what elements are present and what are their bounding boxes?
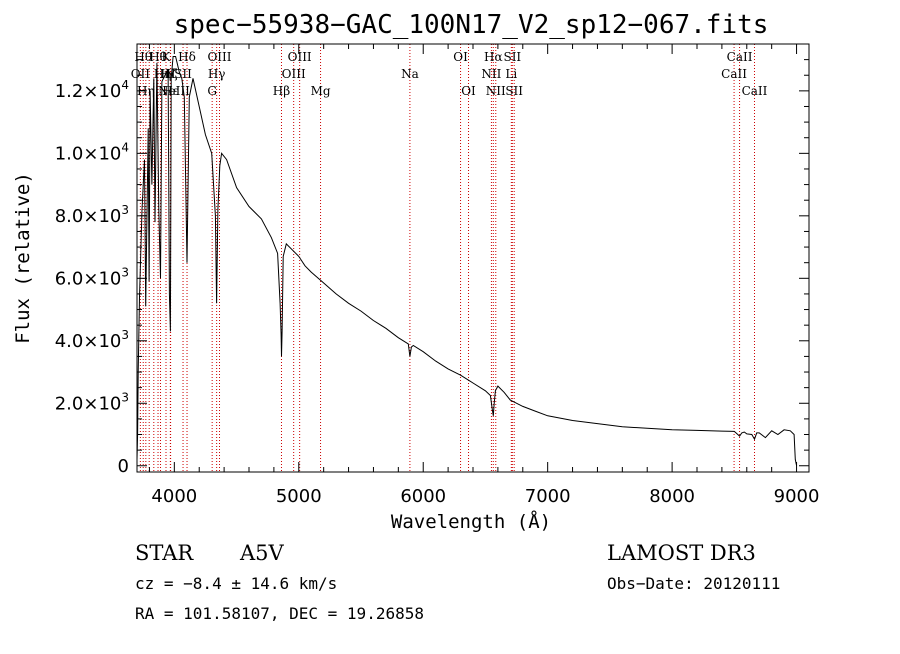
x-tick-label: 7000 <box>525 486 571 507</box>
x-tick-label: 4000 <box>151 486 197 507</box>
spectral-line-label: OI <box>453 50 468 64</box>
sky-coordinates: RA = 101.58107, DEC = 19.26858 <box>135 604 424 623</box>
y-tick-label: 6.0×103 <box>55 265 129 289</box>
spectral-line-label: Hε <box>162 84 179 98</box>
y-tick-label: 4.0×103 <box>55 328 129 352</box>
spectral-line-label: Na <box>401 67 419 81</box>
spectral-line-label: H <box>165 67 175 81</box>
spectral-line-label: CaII <box>721 67 747 81</box>
observation-date: Obs−Date: 20120111 <box>607 574 780 593</box>
spectral-line-label: OIII <box>207 50 231 64</box>
spectral-line-label: Hα <box>484 50 503 64</box>
spectral-line-label: Hβ <box>273 84 290 98</box>
spectral-line-markers <box>139 44 755 472</box>
spectral-line-label: Li <box>505 67 517 81</box>
spectral-line-label: Hθ <box>134 50 152 64</box>
y-axis-label: Flux (relative) <box>12 172 34 344</box>
redshift-velocity: cz = −8.4 ± 14.6 km/s <box>135 574 337 593</box>
spectral-line-label: Hδ <box>178 50 196 64</box>
y-tick-label: 1.2×104 <box>55 78 129 102</box>
spectral-line-label: Hγ <box>208 67 226 81</box>
x-tick-label: 8000 <box>649 486 695 507</box>
spectral-line-label: NII <box>486 84 506 98</box>
spectral-line-label: OIII <box>288 50 312 64</box>
y-axis-ticks: 0 2.0×103 4.0×103 6.0×103 8.0×103 1.0×104 1.2×… <box>55 59 809 477</box>
object-class: STAR <box>135 541 194 565</box>
survey-name: LAMOST DR3 <box>607 541 756 565</box>
x-tick-label: 6000 <box>400 486 446 507</box>
y-tick-label: 1.0×104 <box>55 140 129 164</box>
plot-frame <box>136 43 810 473</box>
object-subclass: A5V <box>239 541 285 565</box>
spectral-line-label: OII <box>131 67 151 81</box>
spectrum-line <box>136 56 798 466</box>
spectral-line-label: G <box>207 84 217 98</box>
chart-title: spec−55938−GAC_100N17_V2_sp12−067.fits <box>174 10 769 40</box>
x-axis-label: Wavelength (Å) <box>391 510 551 533</box>
spectral-line-label: NeIII <box>158 84 190 98</box>
spectral-line-label: NII <box>481 67 501 81</box>
y-tick-label: 0 <box>118 456 129 477</box>
spectral-line-label: Hζ <box>161 67 178 81</box>
spectral-line-label: Hθ <box>149 50 167 64</box>
spectral-line-label: SII <box>505 84 523 98</box>
spectral-line-label: Mg <box>311 84 331 98</box>
spectral-line-label: OIII <box>282 67 306 81</box>
spectral-line-label: CaII <box>742 84 768 98</box>
y-tick-label: 2.0×103 <box>55 390 129 414</box>
spectral-line-labels: OIIHθHηHθHηNeIIIHζKHHεSIIHδGHγOIIIHβOIII… <box>131 50 768 98</box>
spectral-line-label: SII <box>174 67 192 81</box>
x-tick-label: 5000 <box>276 486 322 507</box>
y-tick-label: 8.0×103 <box>55 203 129 227</box>
x-tick-label: 9000 <box>774 486 820 507</box>
spectral-line-label: OI <box>461 84 476 98</box>
x-axis-ticks: 4000 5000 6000 7000 8000 9000 <box>148 44 820 507</box>
spectral-line-label: SII <box>503 50 521 64</box>
spectral-line-label: CaII <box>727 50 753 64</box>
spectral-line-label: K <box>162 50 172 64</box>
